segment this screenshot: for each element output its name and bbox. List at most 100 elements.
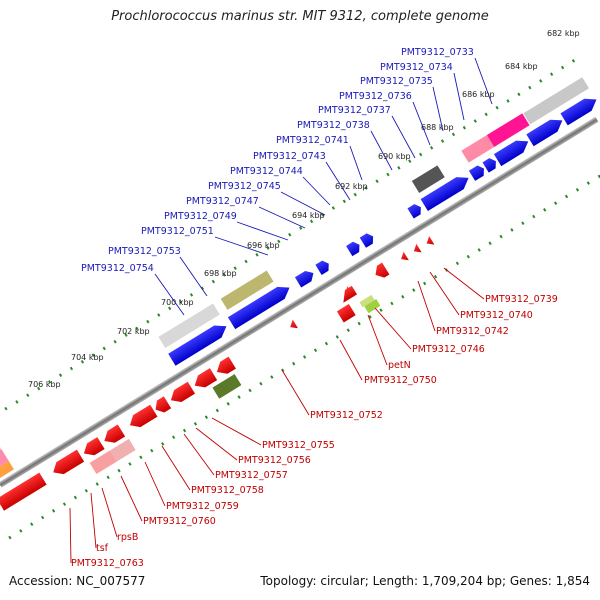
- tick-mark: [135, 326, 139, 331]
- gene-label-reverse: PMT9312_0758: [191, 485, 264, 496]
- kbp-labels: 682 kbp 684 kbp 686 kbp 688 kbp 690 kbp …: [28, 29, 580, 389]
- gene-label-reverse: PMT9312_0755: [262, 440, 335, 451]
- tick-mark: [178, 299, 183, 304]
- tick-mark: [51, 509, 56, 513]
- tick-mark: [597, 174, 600, 179]
- tick-mark: [91, 353, 95, 357]
- tick-mark: [102, 346, 106, 351]
- tick-mark: [237, 395, 241, 399]
- tick-mark: [128, 462, 132, 466]
- tick-mark: [8, 535, 12, 540]
- gene-label-reverse: PMT9312_0756: [238, 455, 311, 466]
- tick-mark: [37, 386, 41, 391]
- tick-mark: [161, 442, 165, 446]
- gene-arrow: [343, 285, 358, 303]
- tick-mark: [150, 448, 154, 453]
- gene-label-forward: PMT9312_0736: [339, 91, 412, 102]
- gene-arrow: [170, 381, 196, 403]
- gene-label-forward: PMT9312_0754: [81, 263, 154, 274]
- kbp-label: 706 kbp: [28, 380, 61, 389]
- leader-line: [367, 314, 388, 366]
- gene-arrow: [294, 271, 314, 288]
- tick-mark: [222, 273, 226, 277]
- tick-mark: [346, 328, 350, 333]
- leader-line: [443, 267, 485, 300]
- tick-mark: [117, 468, 121, 473]
- gene-arrow: [227, 286, 290, 330]
- tick-mark: [353, 192, 357, 197]
- tick-mark: [189, 293, 194, 297]
- tick-mark: [455, 261, 460, 266]
- label-leaders: [69, 57, 493, 564]
- tick-mark: [84, 488, 88, 493]
- tick-mark: [357, 321, 361, 326]
- map-title: Prochlorococcus marinus str. MIT 9312, c…: [111, 9, 489, 24]
- gene-label-reverse: PMT9312_0742: [436, 326, 509, 337]
- gene-arrow: [129, 404, 158, 428]
- tick-mark: [139, 455, 143, 460]
- leader-line: [154, 273, 185, 316]
- tick-mark: [473, 119, 477, 123]
- tick-mark: [233, 266, 237, 270]
- kbp-label: 696 kbp: [247, 241, 280, 250]
- leader-line: [211, 417, 262, 446]
- tick-mark: [259, 381, 263, 386]
- gene-arrow: [482, 158, 496, 173]
- gene-block: [157, 302, 222, 350]
- gene-arrow: [526, 119, 563, 147]
- gene-label-forward: PMT9312_0741: [276, 135, 349, 146]
- genome-band: [0, 59, 600, 540]
- gene-arrow: [420, 177, 469, 212]
- tick-mark: [277, 239, 281, 244]
- kbp-label: 686 kbp: [462, 90, 495, 99]
- gene-label-forward: PMT9312_0751: [141, 226, 214, 237]
- reverse-gene-labels: PMT9312_0739 PMT9312_0740 PMT9312_0742 P…: [71, 294, 558, 569]
- gene-block: [486, 113, 531, 147]
- leader-line: [195, 427, 238, 461]
- gene-label-reverse: PMT9312_0763: [71, 558, 144, 569]
- gene-block: [359, 294, 375, 308]
- tick-mark: [313, 348, 318, 353]
- kbp-label: 698 kbp: [204, 269, 237, 278]
- gene-label-forward: PMT9312_0747: [186, 196, 259, 207]
- tick-mark: [320, 212, 325, 217]
- leader-line: [258, 206, 306, 229]
- gene-label-forward: PMT9312_0749: [164, 211, 237, 222]
- tick-mark: [451, 132, 456, 137]
- tick-mark: [288, 232, 292, 237]
- tick-mark: [466, 254, 470, 259]
- gene-label-reverse: PMT9312_0757: [215, 470, 288, 481]
- tick-mark: [419, 152, 423, 157]
- leader-line: [474, 57, 493, 105]
- kbp-label: 690 kbp: [378, 152, 411, 161]
- leader-line: [370, 130, 393, 171]
- gene-label-reverse: PMT9312_0739: [485, 294, 558, 305]
- tick-mark: [113, 339, 117, 344]
- gene-label-forward: PMT9312_0744: [230, 166, 303, 177]
- gene-label-forward: PMT9312_0733: [401, 47, 474, 58]
- gene-arrow: [83, 437, 105, 456]
- gene-label-forward: PMT9312_0743: [253, 151, 326, 162]
- tick-mark: [517, 92, 521, 97]
- tick-mark: [157, 313, 161, 317]
- gene-label-forward: PMT9312_0735: [360, 76, 433, 87]
- tick-mark: [560, 65, 565, 70]
- tick-mark: [375, 179, 379, 184]
- tick-mark: [200, 286, 205, 291]
- gene-arrow: [104, 424, 126, 443]
- tick-mark: [281, 368, 285, 373]
- accession-text: Accession: NC_007577: [9, 574, 146, 588]
- tick-mark: [553, 201, 558, 205]
- gene-arrow: [216, 356, 236, 374]
- gene-block: [219, 269, 275, 312]
- leader-line: [391, 115, 416, 159]
- tick-mark: [532, 214, 536, 219]
- tick-mark: [433, 274, 438, 279]
- tick-mark: [488, 241, 492, 246]
- gene-block: [411, 165, 445, 193]
- genome-backbone: [0, 116, 599, 488]
- leader-line: [453, 72, 465, 121]
- tick-mark: [204, 415, 209, 419]
- tick-mark: [462, 125, 466, 130]
- gene-label-reverse: PMT9312_0760: [143, 516, 216, 527]
